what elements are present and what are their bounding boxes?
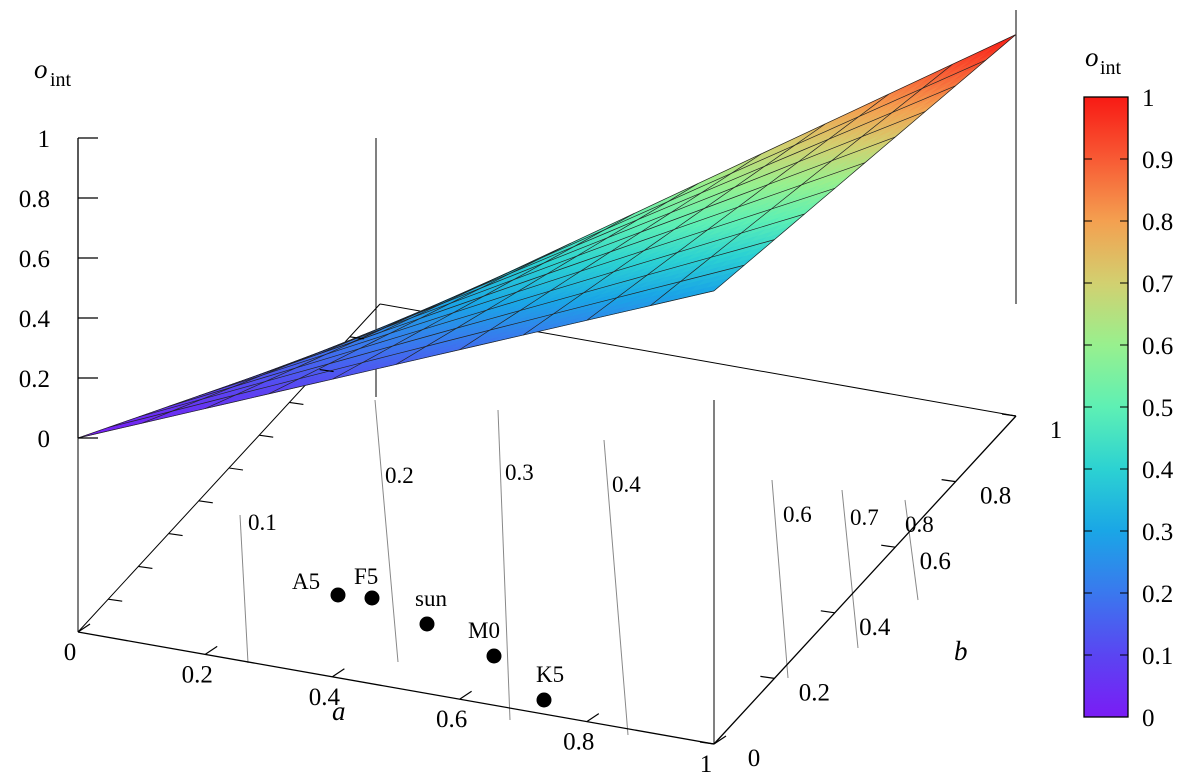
surface-gridline: [713, 34, 1017, 292]
surface-gridline: [379, 34, 1017, 333]
base-contour-label: 0.8: [905, 512, 934, 537]
surface-gridline: [459, 153, 762, 351]
star-point-F5: [364, 590, 380, 606]
z-tick-label: 0.4: [19, 306, 51, 333]
b-tick-mark: [881, 544, 896, 548]
star-label-A5: A5: [292, 569, 320, 594]
base-contour-line: [374, 399, 399, 663]
base-minor-tick: [198, 500, 213, 504]
base-contour-line: [904, 499, 919, 601]
b-tick-mark: [941, 479, 956, 483]
star-label-M0: M0: [468, 618, 500, 643]
star-points: A5 F5 sun M0 K5: [292, 564, 564, 708]
z-tick-label: 1: [38, 126, 51, 153]
base-contour-line: [497, 409, 511, 721]
star-point-K5: [536, 692, 552, 708]
b-tick-label: 0.2: [799, 679, 830, 706]
a-tick-mark: [204, 645, 218, 655]
surface-patch: [992, 34, 1017, 49]
surface-gridline: [259, 136, 896, 376]
a-tick-mark: [586, 713, 600, 723]
surface-gridline: [319, 85, 956, 355]
base-minor-tick: [349, 336, 364, 340]
b-tick-mark: [820, 610, 835, 614]
base-minor-tick: [289, 401, 304, 405]
base-minor-tick: [108, 598, 123, 602]
a-tick-mark: [77, 623, 91, 633]
a-tick-label: 1: [700, 751, 713, 778]
colorbar-tick-label: 0: [1142, 705, 1155, 732]
surface: [77, 34, 1017, 439]
base-contour-label: 0.4: [612, 472, 641, 497]
star-point-M0: [486, 648, 502, 664]
base-contour-line: [603, 439, 629, 736]
colorbar-tick-label: 0.7: [1142, 271, 1173, 298]
z-tick-label: 0: [38, 426, 51, 453]
base-minor-tick: [319, 369, 334, 373]
b-tick-mark: [760, 675, 775, 679]
z-tick-label: 0.2: [19, 366, 50, 393]
a-tick-label: 0.2: [182, 661, 213, 688]
base-contour-label: 0.3: [505, 460, 534, 485]
surface-gridline: [522, 123, 826, 336]
colorbar-tick-label: 0.2: [1142, 581, 1173, 608]
colorbar-tick-label: 0.6: [1142, 333, 1173, 360]
a-tick-mark: [332, 668, 345, 678]
base-contour-label: 0.7: [850, 505, 879, 530]
a-tick-mark: [713, 735, 727, 745]
colorbar-tick-label: 1: [1142, 85, 1155, 112]
base-contour-line: [841, 489, 859, 649]
base-contour-label: 0.2: [385, 463, 414, 488]
b-tick-label: 0.4: [859, 614, 891, 641]
colorbar-tick-label: 0.1: [1142, 643, 1173, 670]
colorbar-tick-label: 0.5: [1142, 395, 1173, 422]
a-tick-mark: [459, 690, 472, 700]
z-axis-label-sub: int: [50, 69, 72, 91]
star-label-sun: sun: [415, 586, 447, 611]
base-edge: [713, 415, 1017, 745]
b-tick-mark: [1001, 413, 1017, 417]
base-contour-label: 0.1: [248, 510, 277, 535]
surface-gridline: [650, 64, 953, 306]
z-tick-label: 0.6: [19, 246, 50, 273]
surface-gridline: [586, 93, 890, 321]
a-tick-label: 0.8: [563, 729, 594, 756]
base-minor-tick: [138, 565, 153, 569]
base-contour-label: 0.6: [783, 502, 812, 527]
z-axis-label: o: [34, 54, 48, 84]
b-tick-label: 0.8: [980, 483, 1011, 510]
base-minor-tick: [259, 434, 274, 438]
colorbar-label-sub: int: [1100, 57, 1122, 79]
base-minor-tick: [228, 467, 244, 471]
b-tick-mark: [699, 741, 715, 745]
surface-gridline: [349, 59, 986, 344]
a-axis-label: a: [332, 696, 346, 726]
b-tick-label: 1: [1050, 417, 1063, 444]
z-tick-label: 0.8: [19, 186, 50, 213]
colorbar-label: o: [1085, 42, 1099, 72]
star-point-sun: [419, 616, 435, 632]
a-tick-label: 0.4: [309, 684, 341, 711]
b-tick-label: 0: [748, 745, 761, 772]
a-tick-label: 0: [64, 639, 77, 666]
colorbar-tick-label: 0.8: [1142, 209, 1173, 236]
axes: 0 0.2 0.4 0.6 0.8 1 o int 0 0.2 0.4 0.6 0.8 1 a 0 0.2 0.4…: [19, 54, 1063, 778]
b-axis-label: b: [954, 636, 968, 666]
colorbar: 0 0.1 0.2 0.3 0.4 0.5 0.6 0.7 0.8 0.9 1 o int: [1083, 42, 1174, 732]
base-contour-line: [771, 479, 789, 679]
base-edge: [77, 631, 715, 745]
b-tick-label: 0.6: [920, 548, 951, 575]
base-contour-line: [239, 514, 249, 664]
star-label-K5: K5: [536, 662, 564, 687]
base-minor-tick: [168, 533, 183, 537]
star-label-F5: F5: [354, 564, 378, 589]
star-point-A5: [330, 587, 346, 603]
surface-gridline: [228, 162, 866, 386]
a-tick-label: 0.6: [436, 706, 467, 733]
colorbar-tick-label: 0.4: [1142, 457, 1174, 484]
colorbar-tick-label: 0.3: [1142, 519, 1173, 546]
colorbar-tick-label: 0.9: [1142, 147, 1173, 174]
